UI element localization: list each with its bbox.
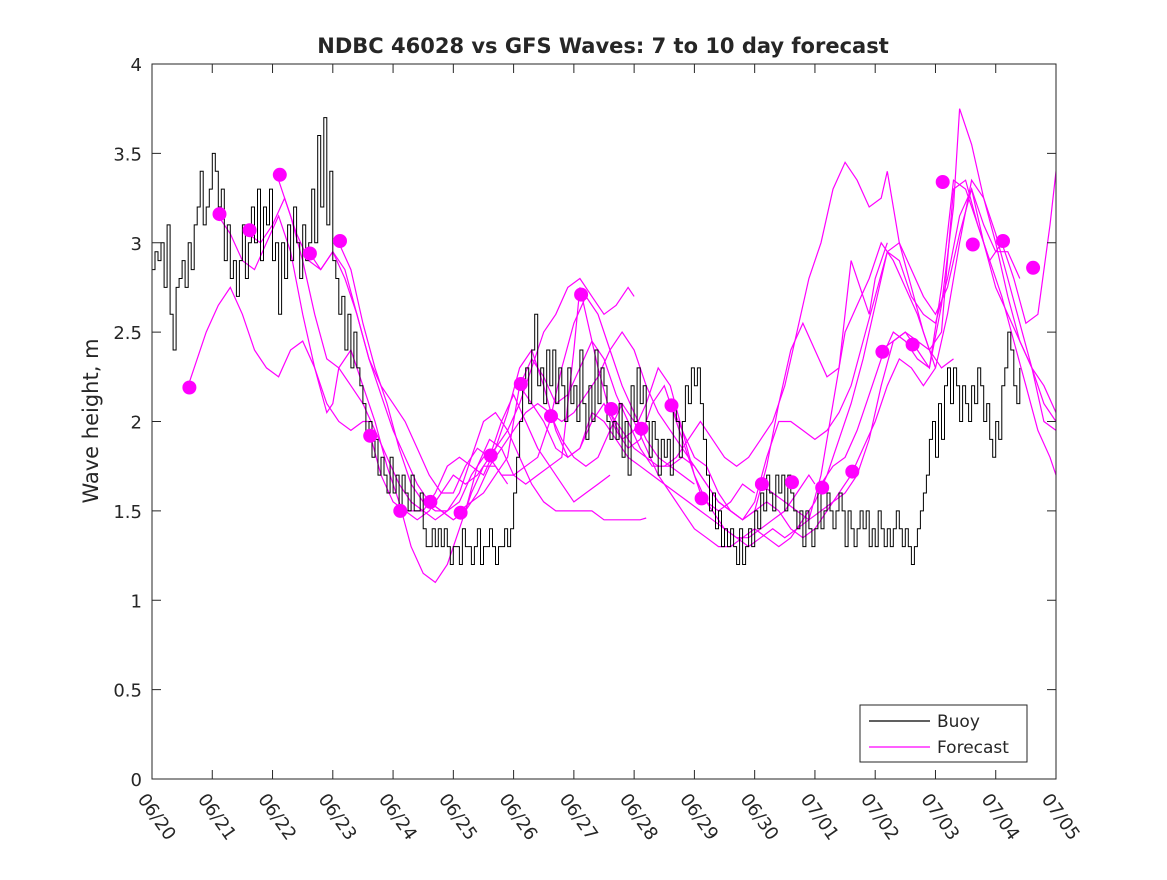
legend-label-2: Forecast (937, 738, 1009, 758)
legend-box (859, 704, 1028, 763)
forecast-line-5 (308, 250, 695, 494)
forecast-line-16 (820, 179, 1056, 485)
y-tick-label: 2.5 (113, 323, 142, 344)
y-tick-label: 1.5 (113, 502, 142, 523)
forecast-marker-25 (935, 175, 950, 189)
forecast-marker-3 (242, 223, 257, 238)
legend: Buoy Forecast (859, 704, 1028, 763)
forecast-marker-12 (513, 377, 528, 391)
forecast-line-1 (187, 286, 369, 432)
forecast-marker-18 (694, 491, 709, 506)
legend-label-1: Buoy (937, 712, 980, 732)
y-tick-label: 0 (131, 770, 142, 791)
forecast-marker-8 (393, 503, 408, 518)
plot-area (152, 108, 1056, 584)
forecast-marker-4 (272, 167, 287, 182)
forecast-marker-24 (905, 337, 920, 352)
y-tick-label: 1 (131, 591, 142, 612)
forecast-line-8 (399, 348, 816, 539)
forecast-line-14 (669, 178, 1056, 539)
forecast-marker-5 (302, 246, 317, 261)
forecast-line-17 (880, 171, 1056, 351)
forecast-marker-26 (965, 237, 980, 252)
forecast-marker-11 (483, 448, 498, 463)
forecast-marker-14 (574, 287, 589, 302)
y-tick-label: 3 (131, 234, 142, 255)
forecast-marker-19 (754, 477, 769, 492)
forecast-marker-17 (664, 398, 679, 413)
forecast-line-13 (609, 187, 1056, 521)
forecast-marker-13 (544, 409, 558, 424)
forecast-marker-10 (453, 505, 468, 520)
chart-title: NDBC 46028 vs GFS Waves: 7 to 10 day for… (317, 34, 888, 58)
forecast-marker-16 (634, 421, 649, 436)
forecast-marker-15 (604, 402, 619, 416)
forecast-marker-23 (875, 344, 890, 359)
forecast-line-9 (428, 242, 888, 521)
forecast-marker-9 (423, 494, 438, 509)
forecast-marker-21 (815, 480, 830, 495)
forecast-marker-28 (1026, 260, 1041, 275)
y-tick-label: 2 (131, 413, 142, 434)
forecast-marker-2 (212, 207, 227, 222)
forecast-marker-27 (996, 234, 1010, 248)
forecast-line-10 (459, 161, 937, 512)
y-axis-label: Wave height, m (79, 338, 103, 503)
buoy-line (152, 117, 1021, 565)
y-tick-label: 4 (131, 55, 142, 76)
y-tick-label: 0.5 (113, 681, 142, 702)
forecast-marker-6 (333, 234, 347, 248)
forecast-marker-7 (363, 428, 378, 443)
forecast-marker-22 (845, 464, 860, 479)
y-tick-label: 3.5 (113, 144, 142, 165)
forecast-marker-1 (182, 380, 197, 395)
forecast-line-4 (278, 180, 647, 521)
forecast-marker-20 (785, 475, 799, 490)
